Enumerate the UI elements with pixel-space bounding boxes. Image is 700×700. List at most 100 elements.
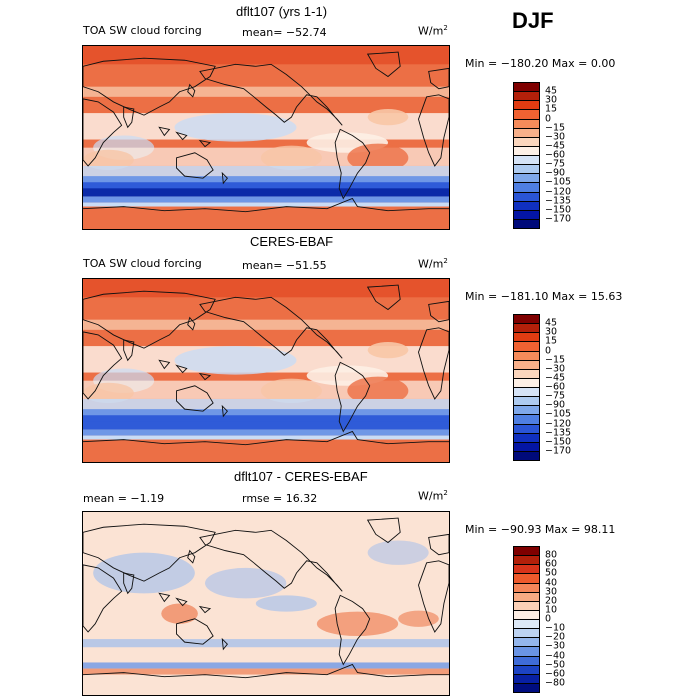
- field-band: [83, 662, 449, 669]
- field-band: [83, 202, 449, 207]
- colorbar-label: −30: [545, 363, 566, 375]
- panel2-map-svg: [83, 279, 449, 462]
- panel3-minmax: Min = −90.93 Max = 98.11: [465, 523, 616, 536]
- field-blob: [83, 149, 134, 171]
- colorbar-label: −135: [545, 195, 572, 207]
- colorbar-label: 15: [545, 335, 558, 347]
- field-blob: [367, 109, 409, 126]
- colorbar-label: −75: [545, 158, 566, 170]
- coastline: [187, 316, 196, 331]
- coastline: [198, 139, 212, 148]
- colorbar-swatch: [513, 218, 540, 229]
- coastline: [175, 597, 188, 607]
- panel3-map-svg: [83, 512, 449, 695]
- coastline: [334, 128, 371, 200]
- colorbar-label: 0: [545, 345, 552, 356]
- colorbar-label: −30: [545, 131, 566, 143]
- field-blob: [255, 595, 317, 612]
- panel1-title: dflt107 (yrs 1-1): [236, 4, 328, 19]
- coastline: [83, 430, 449, 446]
- colorbar-label: 60: [545, 558, 558, 570]
- field-band: [83, 421, 449, 430]
- colorbar-label: −135: [545, 427, 572, 439]
- colorbar-label: −80: [545, 677, 566, 689]
- coastline: [83, 564, 123, 633]
- field-band: [83, 279, 449, 298]
- colorbar-label: −60: [545, 149, 566, 161]
- coastline: [176, 385, 214, 412]
- colorbar-label: −15: [545, 122, 566, 134]
- coastline: [83, 98, 123, 167]
- colorbar-label: −10: [545, 622, 566, 634]
- coastline: [187, 83, 196, 98]
- colorbar-label: −170: [545, 213, 572, 225]
- field-band: [83, 415, 449, 424]
- field-blob: [260, 378, 322, 404]
- coastline: [221, 404, 228, 418]
- colorbar-label: 0: [545, 613, 552, 625]
- field-blob: [347, 376, 409, 406]
- colorbar-label: −105: [545, 408, 572, 420]
- field-blob: [260, 145, 322, 171]
- colorbar-label: 45: [545, 85, 558, 97]
- coastline: [428, 533, 449, 556]
- coastline: [123, 106, 135, 129]
- coastline: [199, 529, 343, 592]
- panel1-map: [82, 45, 450, 230]
- field-band: [83, 439, 449, 462]
- coastline: [83, 663, 449, 679]
- field-blob: [174, 113, 297, 142]
- field-band: [83, 639, 449, 648]
- field-band: [83, 435, 449, 440]
- panel1-units: W/m2: [418, 24, 448, 38]
- panel2-units: W/m2: [418, 257, 448, 271]
- panel1-minmax: Min = −180.20 Max = 0.00: [465, 57, 616, 70]
- field-band: [83, 206, 449, 229]
- coastline: [83, 57, 216, 116]
- coastline: [158, 126, 171, 137]
- coastline: [199, 63, 343, 126]
- colorbar-swatch: [513, 450, 540, 461]
- field-band: [83, 409, 449, 418]
- colorbar-label: −90: [545, 167, 566, 179]
- colorbar-label: 15: [545, 103, 558, 115]
- panel1-mean: mean= −52.74: [242, 26, 327, 39]
- colorbar-label: −120: [545, 186, 572, 197]
- coastline: [198, 372, 212, 381]
- field-blob: [174, 346, 297, 375]
- coastline: [199, 296, 343, 359]
- colorbar-label: −150: [545, 204, 572, 216]
- colorbar-label: 40: [545, 577, 558, 588]
- field-blob: [161, 603, 198, 624]
- field-band: [83, 668, 449, 675]
- panel2-title: CERES-EBAF: [250, 234, 334, 249]
- panel3-mean: mean = −1.19: [83, 492, 165, 505]
- field-band: [83, 429, 449, 436]
- coastline: [187, 549, 196, 564]
- colorbar-label: −40: [545, 650, 566, 661]
- colorbar-label: 30: [545, 326, 558, 338]
- colorbar-label: 0: [545, 113, 552, 124]
- coastline: [366, 517, 401, 544]
- panel2-map: [82, 278, 450, 463]
- panel3-title: dflt107 - CERES-EBAF: [234, 469, 368, 484]
- colorbar-label: −150: [545, 436, 572, 448]
- coastline: [334, 361, 371, 433]
- field-blob: [93, 552, 195, 594]
- colorbar-label: −105: [545, 176, 572, 188]
- coastline: [418, 560, 449, 633]
- field-band: [83, 319, 449, 330]
- panel2-variable-label: TOA SW cloud forcing: [83, 257, 202, 270]
- panel1-variable-label: TOA SW cloud forcing: [83, 24, 202, 37]
- season-label: DJF: [512, 8, 554, 33]
- field-blob: [83, 382, 134, 404]
- coastline: [123, 339, 135, 362]
- colorbar-label: −90: [545, 399, 566, 411]
- colorbar-label: 80: [545, 549, 558, 561]
- field-blob: [205, 567, 287, 599]
- coastline: [221, 637, 228, 651]
- colorbar-label: −15: [545, 354, 566, 366]
- coastline: [366, 284, 401, 311]
- coastline: [221, 171, 228, 185]
- field-blob: [398, 610, 439, 627]
